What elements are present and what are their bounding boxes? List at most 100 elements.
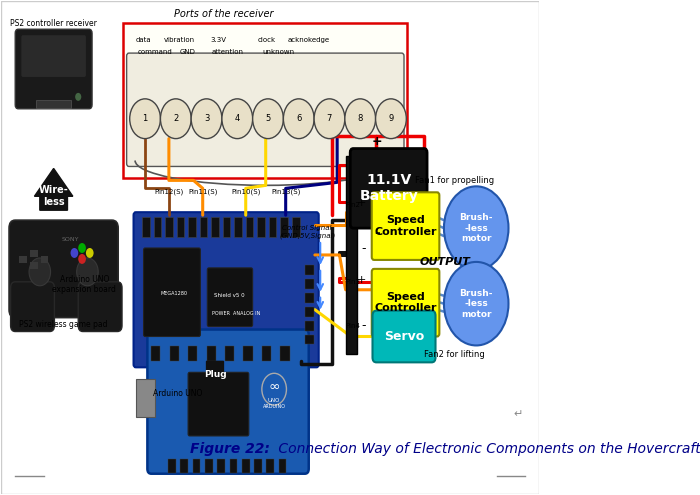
Bar bbox=[30, 262, 38, 269]
Text: Pin11(S): Pin11(S) bbox=[188, 188, 218, 195]
Text: 6: 6 bbox=[296, 114, 302, 123]
Text: 8: 8 bbox=[358, 114, 363, 123]
Bar bbox=[188, 346, 197, 361]
Text: Connection Way of Electronic Components on the Hovercraft: Connection Way of Electronic Components … bbox=[274, 442, 700, 456]
Circle shape bbox=[191, 99, 222, 139]
Text: acknokedge: acknokedge bbox=[288, 37, 330, 43]
Bar bbox=[305, 279, 314, 289]
Circle shape bbox=[78, 243, 86, 253]
Bar bbox=[188, 217, 196, 237]
Text: 1: 1 bbox=[142, 114, 148, 123]
Text: clock: clock bbox=[258, 37, 276, 43]
Text: -: - bbox=[362, 319, 366, 332]
Bar bbox=[223, 217, 230, 237]
Circle shape bbox=[77, 258, 98, 286]
Text: +: + bbox=[372, 135, 382, 148]
Bar bbox=[181, 459, 188, 473]
Bar bbox=[225, 346, 235, 361]
Circle shape bbox=[253, 99, 284, 139]
Bar bbox=[169, 346, 179, 361]
Bar bbox=[199, 217, 207, 237]
Text: Arduino UNO: Arduino UNO bbox=[153, 389, 203, 398]
Circle shape bbox=[444, 186, 508, 270]
Bar bbox=[168, 459, 176, 473]
Text: Servo: Servo bbox=[384, 330, 424, 343]
FancyBboxPatch shape bbox=[15, 29, 92, 109]
Bar bbox=[217, 459, 225, 473]
Bar bbox=[267, 459, 274, 473]
Bar bbox=[234, 217, 242, 237]
Text: Speed
Controller: Speed Controller bbox=[374, 215, 437, 237]
Text: Pin4: Pin4 bbox=[346, 323, 360, 329]
FancyBboxPatch shape bbox=[78, 282, 122, 332]
FancyBboxPatch shape bbox=[9, 220, 118, 318]
Text: Wire-
less: Wire- less bbox=[38, 186, 69, 207]
Text: attention: attention bbox=[212, 49, 244, 55]
Text: data: data bbox=[136, 37, 151, 43]
Text: Pin3: Pin3 bbox=[345, 279, 360, 285]
Text: Brush-
-less
motor: Brush- -less motor bbox=[459, 289, 493, 319]
Text: Ports of the receiver: Ports of the receiver bbox=[174, 9, 274, 19]
Circle shape bbox=[314, 99, 345, 139]
Bar bbox=[211, 217, 219, 237]
Bar bbox=[305, 321, 314, 331]
Text: 7: 7 bbox=[327, 114, 332, 123]
FancyBboxPatch shape bbox=[372, 311, 435, 362]
FancyBboxPatch shape bbox=[372, 269, 440, 337]
Bar bbox=[19, 256, 27, 263]
FancyBboxPatch shape bbox=[22, 35, 86, 77]
Text: -: - bbox=[374, 226, 380, 240]
Circle shape bbox=[262, 373, 286, 405]
Text: ↵: ↵ bbox=[513, 409, 522, 419]
Bar bbox=[305, 307, 314, 317]
Text: Pin13(S): Pin13(S) bbox=[271, 188, 300, 195]
Bar bbox=[230, 459, 237, 473]
Text: 3.3V: 3.3V bbox=[211, 37, 227, 43]
Text: MEGA1280: MEGA1280 bbox=[161, 291, 188, 296]
Text: PS2 controller receiver: PS2 controller receiver bbox=[10, 19, 97, 28]
Circle shape bbox=[222, 99, 253, 139]
Bar bbox=[193, 459, 200, 473]
Circle shape bbox=[29, 258, 50, 286]
Circle shape bbox=[75, 93, 81, 101]
Bar bbox=[305, 293, 314, 302]
FancyBboxPatch shape bbox=[127, 53, 404, 166]
Text: ∞: ∞ bbox=[268, 380, 280, 394]
Text: Speed
Controller: Speed Controller bbox=[374, 292, 437, 313]
Bar bbox=[269, 217, 276, 237]
Text: vibration: vibration bbox=[164, 37, 195, 43]
Bar bbox=[305, 335, 314, 345]
Circle shape bbox=[86, 248, 94, 258]
Bar bbox=[280, 217, 288, 237]
Bar bbox=[122, 23, 407, 178]
FancyBboxPatch shape bbox=[148, 330, 309, 474]
Text: GND: GND bbox=[179, 49, 195, 55]
Text: POWER  ANALOG IN: POWER ANALOG IN bbox=[211, 311, 260, 316]
Circle shape bbox=[78, 254, 86, 264]
Bar bbox=[205, 459, 213, 473]
Text: Shield v5 0: Shield v5 0 bbox=[214, 293, 245, 297]
Text: -: - bbox=[362, 243, 366, 255]
Bar bbox=[136, 379, 155, 417]
Bar bbox=[165, 217, 173, 237]
Text: 11.1V
Battery: 11.1V Battery bbox=[359, 173, 418, 203]
Bar bbox=[305, 265, 314, 275]
Text: Pin10(S): Pin10(S) bbox=[231, 188, 260, 195]
FancyBboxPatch shape bbox=[134, 212, 318, 367]
Bar bbox=[244, 346, 253, 361]
Circle shape bbox=[130, 99, 160, 139]
Text: unknown: unknown bbox=[262, 49, 294, 55]
Text: Brush-
-less
motor: Brush- -less motor bbox=[459, 213, 493, 243]
Circle shape bbox=[376, 99, 406, 139]
Text: PS2 wireless game pad: PS2 wireless game pad bbox=[19, 320, 107, 329]
Bar bbox=[30, 250, 38, 257]
Bar bbox=[254, 459, 262, 473]
Bar bbox=[153, 217, 161, 237]
Text: command: command bbox=[138, 49, 172, 55]
Bar bbox=[41, 256, 48, 263]
Bar bbox=[36, 100, 71, 108]
Text: +: + bbox=[357, 198, 366, 208]
Text: SONY: SONY bbox=[62, 237, 79, 242]
Bar bbox=[176, 217, 184, 237]
FancyBboxPatch shape bbox=[350, 148, 427, 228]
